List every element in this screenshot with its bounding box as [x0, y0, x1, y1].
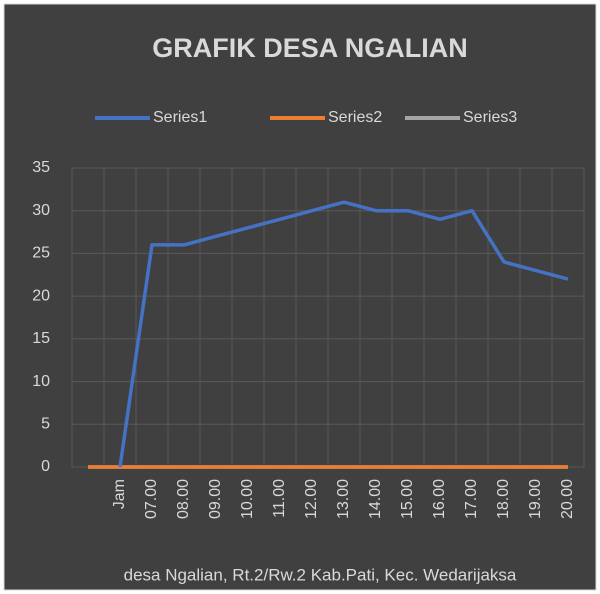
x-tick-label: 18.00 [495, 479, 512, 519]
series-line [118, 200, 569, 468]
x-tick-label: 17.00 [463, 479, 480, 519]
chart-background [3, 3, 597, 591]
x-tick-label: 14.00 [367, 479, 384, 519]
x-tick-label: 16.00 [431, 479, 448, 519]
x-tick-label: 13.00 [335, 479, 352, 519]
y-tick-label: 25 [32, 245, 50, 262]
x-tick-label: 19.00 [527, 479, 544, 519]
legend-label: Series3 [463, 109, 517, 126]
x-axis-title: desa Ngalian, Rt.2/Rw.2 Kab.Pati, Kec. W… [124, 565, 517, 584]
legend-label: Series2 [328, 109, 382, 126]
y-tick-label: 15 [32, 330, 50, 347]
x-tick-label: 15.00 [399, 479, 416, 519]
y-tick-label: 20 [32, 287, 50, 304]
x-tick-label: 08.00 [175, 479, 192, 519]
x-tick-label: 20.00 [559, 479, 576, 519]
y-tick-label: 10 [32, 373, 50, 390]
y-tick-label: 30 [32, 202, 50, 219]
x-tick-label: Jam [111, 479, 128, 509]
chart-title: GRAFIK DESA NGALIAN [152, 33, 468, 63]
y-tick-label: 0 [41, 458, 50, 475]
y-tick-label: 35 [32, 159, 50, 176]
x-tick-label: 10.00 [239, 479, 256, 519]
x-tick-label: 11.00 [271, 479, 288, 518]
x-tick-label: 09.00 [207, 479, 224, 519]
x-tick-label: 07.00 [143, 479, 160, 519]
y-tick-label: 5 [41, 416, 50, 433]
legend-label: Series1 [153, 109, 207, 126]
x-tick-label: 12.00 [303, 479, 320, 519]
